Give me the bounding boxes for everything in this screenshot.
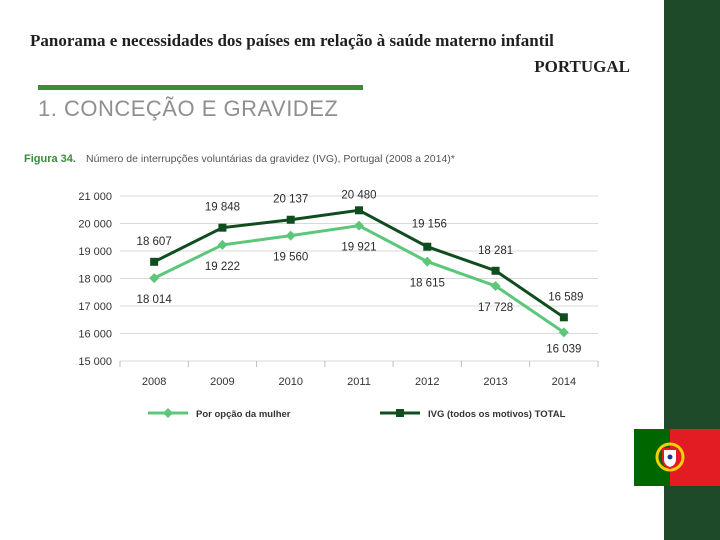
x-tick-label: 2012 [415,376,439,388]
legend-marker [396,409,404,417]
data-point [149,273,160,284]
legend-marker [163,408,173,418]
figure-panel: Figura 34. Número de interrupções volunt… [18,148,649,428]
data-label: 19 560 [273,252,308,264]
figure-label: Figura 34. [24,153,76,165]
data-point [422,256,433,267]
ivg-line-chart: Figura 34. Número de interrupções volunt… [24,153,599,420]
data-point [490,280,501,291]
y-tick-label: 15 000 [78,356,112,368]
data-label: 19 921 [341,242,376,254]
x-tick-label: 2011 [347,376,371,388]
y-tick-label: 20 000 [78,219,112,231]
title-underline [38,85,363,90]
slide-title: Panorama e necessidades dos países em re… [30,31,554,50]
data-point [285,230,296,241]
section-heading: 1. CONCEÇÃO E GRAVIDEZ [38,96,339,121]
data-label: 18 607 [137,236,172,248]
portugal-flag [634,429,720,486]
data-label: 17 728 [478,302,513,314]
data-label: 20 480 [341,189,376,201]
data-label: 19 848 [205,202,240,214]
y-tick-label: 21 000 [78,191,112,203]
legend-label: Por opção da mulher [196,409,291,420]
data-label: 20 137 [273,194,308,206]
data-point [558,327,569,338]
y-tick-label: 18 000 [78,274,112,286]
data-label: 18 014 [137,294,173,306]
chart-title: Número de interrupções voluntárias da gr… [86,153,455,165]
x-tick-label: 2013 [483,376,507,388]
country-label: PORTUGAL [534,57,630,76]
data-point [150,257,159,266]
data-label: 18 615 [410,278,445,290]
data-point [559,313,568,322]
data-label: 18 281 [478,245,513,257]
data-label: 19 156 [412,219,447,231]
y-tick-label: 17 000 [78,301,112,313]
y-tick-label: 16 000 [78,329,112,341]
data-point [355,206,363,215]
y-tick-label: 19 000 [78,246,112,258]
data-point [286,215,295,224]
data-point [217,239,228,250]
data-label: 16 039 [546,343,581,355]
grid-layer: 15 000 16 000 17 000 18 000 19 000 20 000 21 0… [78,191,599,388]
data-point [354,220,364,231]
x-tick-label: 2010 [278,376,302,388]
data-point [491,266,500,275]
data-label: 16 589 [548,291,583,303]
data-labels: 18 607 19 848 20 137 20 480 19 156 18 281 16 5… [137,189,584,355]
x-tick-label: 2014 [552,376,576,388]
data-label: 19 222 [205,261,240,273]
x-tick-label: 2008 [142,376,166,388]
legend-label: IVG (todos os motivos) TOTAL [428,409,566,420]
series-layer [149,206,569,338]
legend: Por opção da mulher IVG (todos os motivos… [148,408,566,420]
x-tick-label: 2009 [210,376,234,388]
data-point [218,223,227,232]
data-point [423,242,432,251]
